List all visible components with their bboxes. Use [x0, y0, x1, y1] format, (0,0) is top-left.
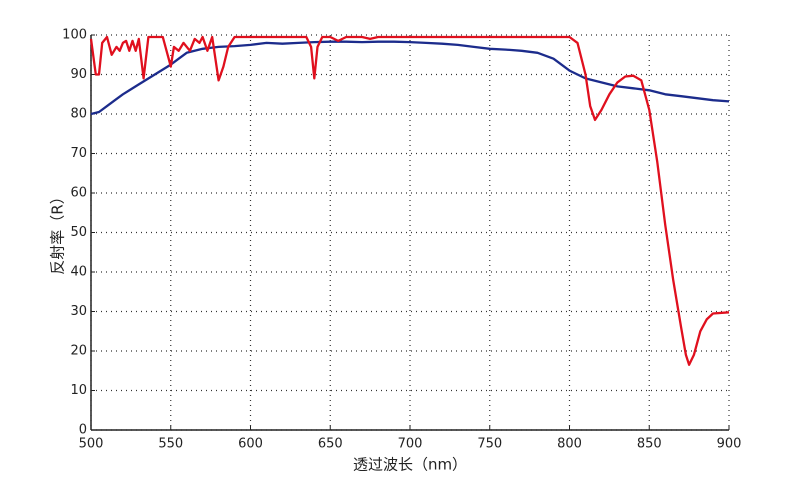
y-tick-label: 70	[70, 146, 87, 161]
x-tick-label: 650	[318, 437, 343, 452]
x-tick-label: 850	[637, 437, 662, 452]
x-tick-label: 750	[477, 437, 502, 452]
y-tick-label: 20	[70, 344, 87, 359]
y-tick-label: 80	[70, 107, 87, 122]
data-line	[90, 40, 730, 116]
x-tick-label: 800	[557, 437, 582, 452]
y-tick-label: 100	[62, 28, 87, 43]
x-axis-label: 透过波长（nm）	[353, 456, 467, 474]
x-tick-label: 700	[398, 437, 423, 452]
x-tick-label: 900	[717, 437, 742, 452]
y-tick-label: 90	[70, 67, 87, 82]
data-line	[89, 35, 730, 366]
y-tick-label: 60	[70, 186, 87, 201]
y-tick-label: 40	[70, 265, 87, 280]
x-tick-label: 500	[79, 437, 104, 452]
y-tick-label: 0	[79, 423, 87, 438]
y-tick-label: 30	[70, 304, 87, 319]
x-tick-label: 550	[158, 437, 183, 452]
y-tick-label: 10	[70, 383, 87, 398]
y-tick-label: 50	[70, 225, 87, 240]
x-tick-label: 600	[238, 437, 263, 452]
y-axis-label: 反射率（R）	[49, 189, 67, 274]
